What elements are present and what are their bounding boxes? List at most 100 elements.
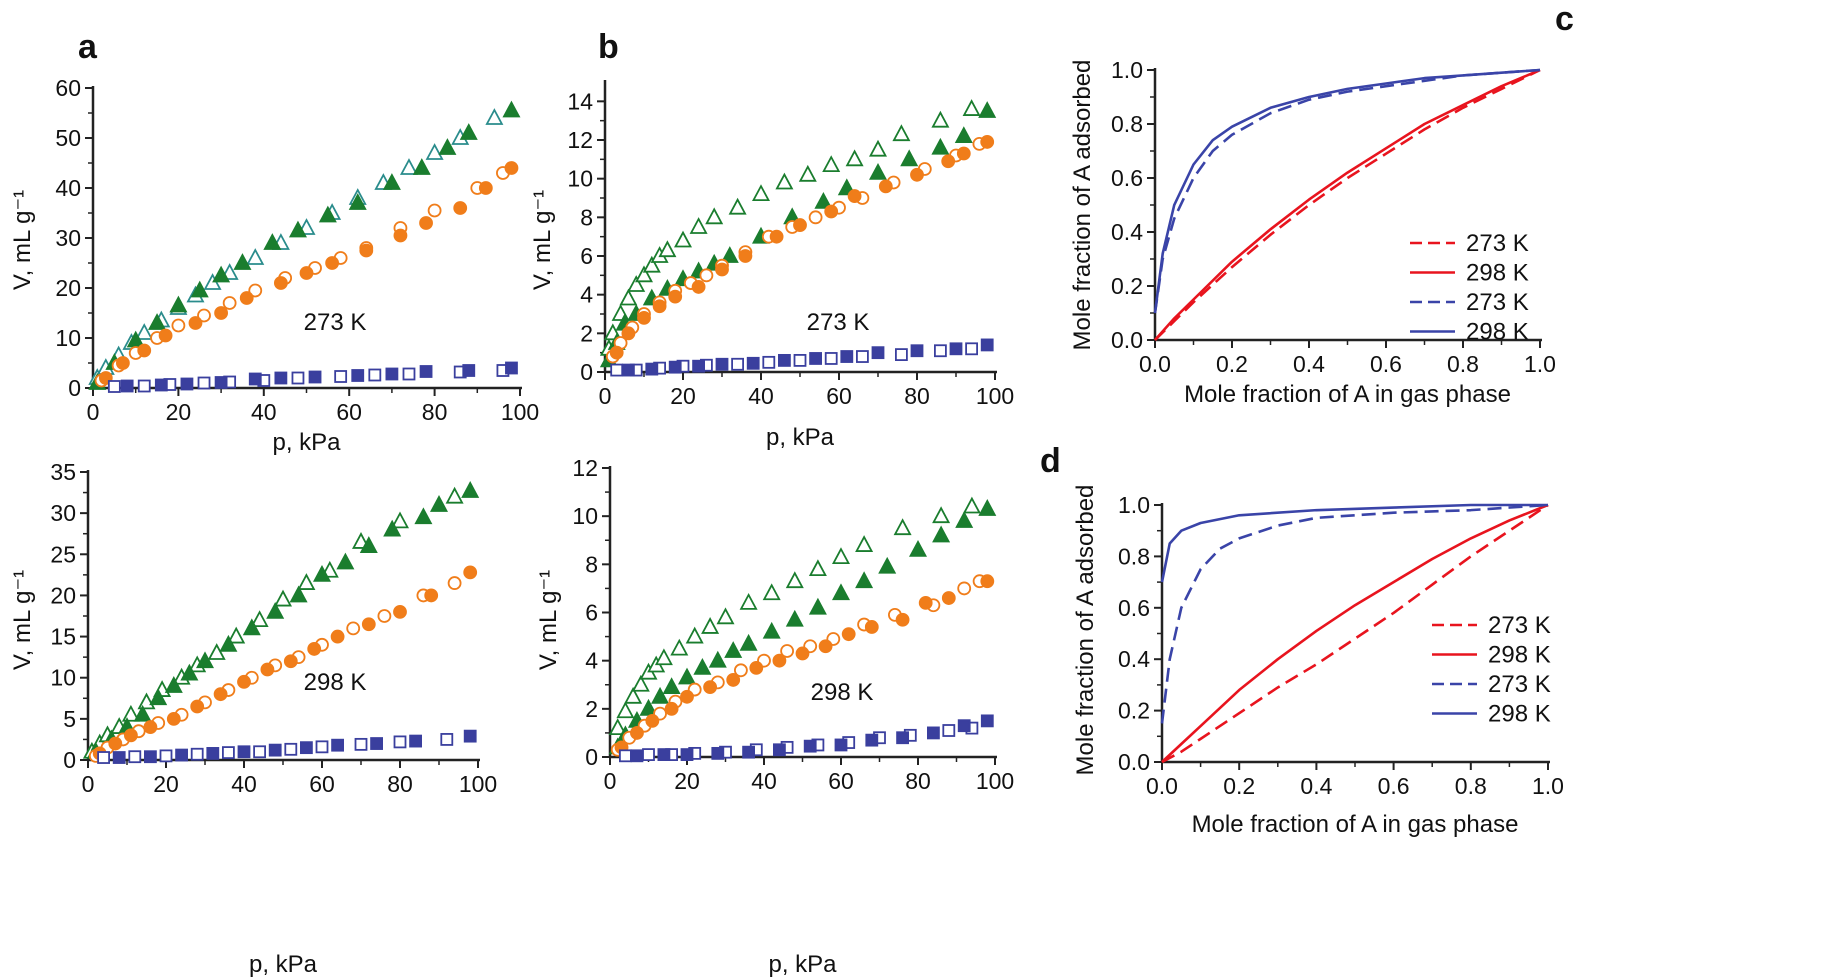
y-tick-label: 0.0 [1111, 327, 1143, 353]
square-marker [291, 371, 305, 385]
series-1: 298 K [1161, 503, 1551, 763]
triangle-marker [658, 240, 677, 258]
x-tick-label: 0.8 [1455, 773, 1487, 799]
circle-marker [864, 620, 879, 634]
square-marker [778, 353, 791, 367]
circle-marker [248, 283, 263, 298]
y-tick-label: 0 [63, 747, 76, 773]
square-marker [120, 379, 134, 393]
series-0: 273 K [1154, 68, 1541, 341]
square-marker [128, 750, 142, 764]
triangle-marker [195, 651, 215, 669]
circle-marker [137, 343, 152, 358]
triangle-marker [785, 609, 804, 627]
y-tick-label: 0.8 [1118, 543, 1150, 569]
square-marker [97, 751, 110, 764]
triangle-marker [263, 233, 282, 250]
triangle-marker [962, 496, 981, 514]
triangle-marker [164, 676, 183, 693]
circle-marker [190, 699, 205, 714]
y-tick-label: 6 [580, 243, 593, 269]
y-tick-label: 0.4 [1111, 219, 1143, 245]
square-marker [206, 747, 220, 760]
square-marker [274, 371, 288, 385]
square-marker [368, 368, 382, 382]
x-axis-label: Mole fraction of A in gas phase [1192, 811, 1519, 838]
circle-marker [941, 591, 956, 605]
circle-marker [447, 576, 462, 590]
circle-marker [359, 243, 374, 258]
circle-marker [393, 228, 408, 243]
y-tick-label: 6 [585, 600, 598, 626]
series-1 [86, 481, 480, 759]
panel-label: b [598, 28, 619, 66]
square-marker [299, 741, 313, 755]
circle-marker [749, 660, 764, 675]
circle-marker [424, 588, 439, 603]
triangle-marker [445, 486, 464, 504]
circle-marker [197, 308, 211, 323]
series-5 [630, 714, 994, 763]
square-marker [214, 376, 228, 389]
series-3: 298 K [1153, 68, 1541, 346]
circle-marker [325, 256, 340, 270]
square-marker [159, 749, 173, 763]
y-axis-label: V, mL g⁻¹ [529, 190, 556, 290]
square-marker [927, 726, 940, 740]
legend-label: 298 K [1466, 260, 1529, 287]
triangle-marker [502, 100, 521, 118]
x-axis-label: p, kPa [768, 951, 837, 978]
square-marker [351, 369, 365, 382]
circle-marker [478, 181, 493, 195]
triangle-marker [250, 610, 269, 628]
square-marker [809, 352, 822, 365]
square-marker [315, 740, 329, 754]
x-tick-label: 0 [82, 771, 95, 797]
triangle-marker [288, 220, 307, 238]
y-tick-label: 0.6 [1111, 165, 1143, 191]
x-tick-label: 0.2 [1216, 351, 1248, 377]
square-marker [715, 357, 729, 371]
triangle-marker [273, 589, 293, 607]
square-marker [680, 748, 694, 761]
circle-marker [956, 146, 971, 161]
y-tick-label: 0.0 [1118, 749, 1150, 775]
square-marker [834, 738, 848, 752]
y-tick-label: 0 [585, 744, 598, 770]
triangle-marker [642, 255, 661, 273]
y-tick-label: 4 [585, 648, 598, 674]
x-tick-label: 20 [153, 771, 179, 797]
y-tick-label: 20 [55, 275, 81, 301]
circle-marker [808, 210, 823, 225]
legend-label: 298 K [1488, 701, 1551, 728]
circle-marker [307, 642, 322, 656]
circle-marker [878, 179, 893, 194]
y-tick-label: 10 [50, 665, 76, 691]
y-tick-label: 12 [567, 127, 593, 153]
circle-marker [453, 201, 468, 215]
y-tick-label: 0 [580, 359, 593, 385]
circle-marker [980, 135, 995, 149]
series-0: 273 K [1161, 503, 1551, 764]
triangle-marker [461, 481, 480, 498]
square-marker [965, 342, 978, 356]
triangle-marker [878, 556, 897, 574]
x-tick-label: 20 [166, 399, 192, 425]
y-tick-label: 8 [580, 204, 593, 230]
square-marker [731, 357, 744, 371]
x-tick-label: 100 [976, 768, 1014, 794]
series-4 [619, 721, 979, 763]
circle-marker [299, 266, 314, 280]
square-marker [248, 372, 262, 386]
y-axis-label: V, mL g⁻¹ [9, 190, 36, 290]
triangle-marker [908, 539, 928, 557]
triangle-marker [608, 718, 627, 735]
temperature-annotation: 273 K [304, 309, 367, 336]
square-marker [107, 380, 121, 393]
square-marker [865, 733, 879, 747]
square-marker [762, 355, 776, 369]
circle-marker [188, 316, 203, 330]
square-marker [221, 746, 235, 759]
triangle-marker [831, 583, 851, 601]
series-2: 273 K [1160, 503, 1551, 724]
